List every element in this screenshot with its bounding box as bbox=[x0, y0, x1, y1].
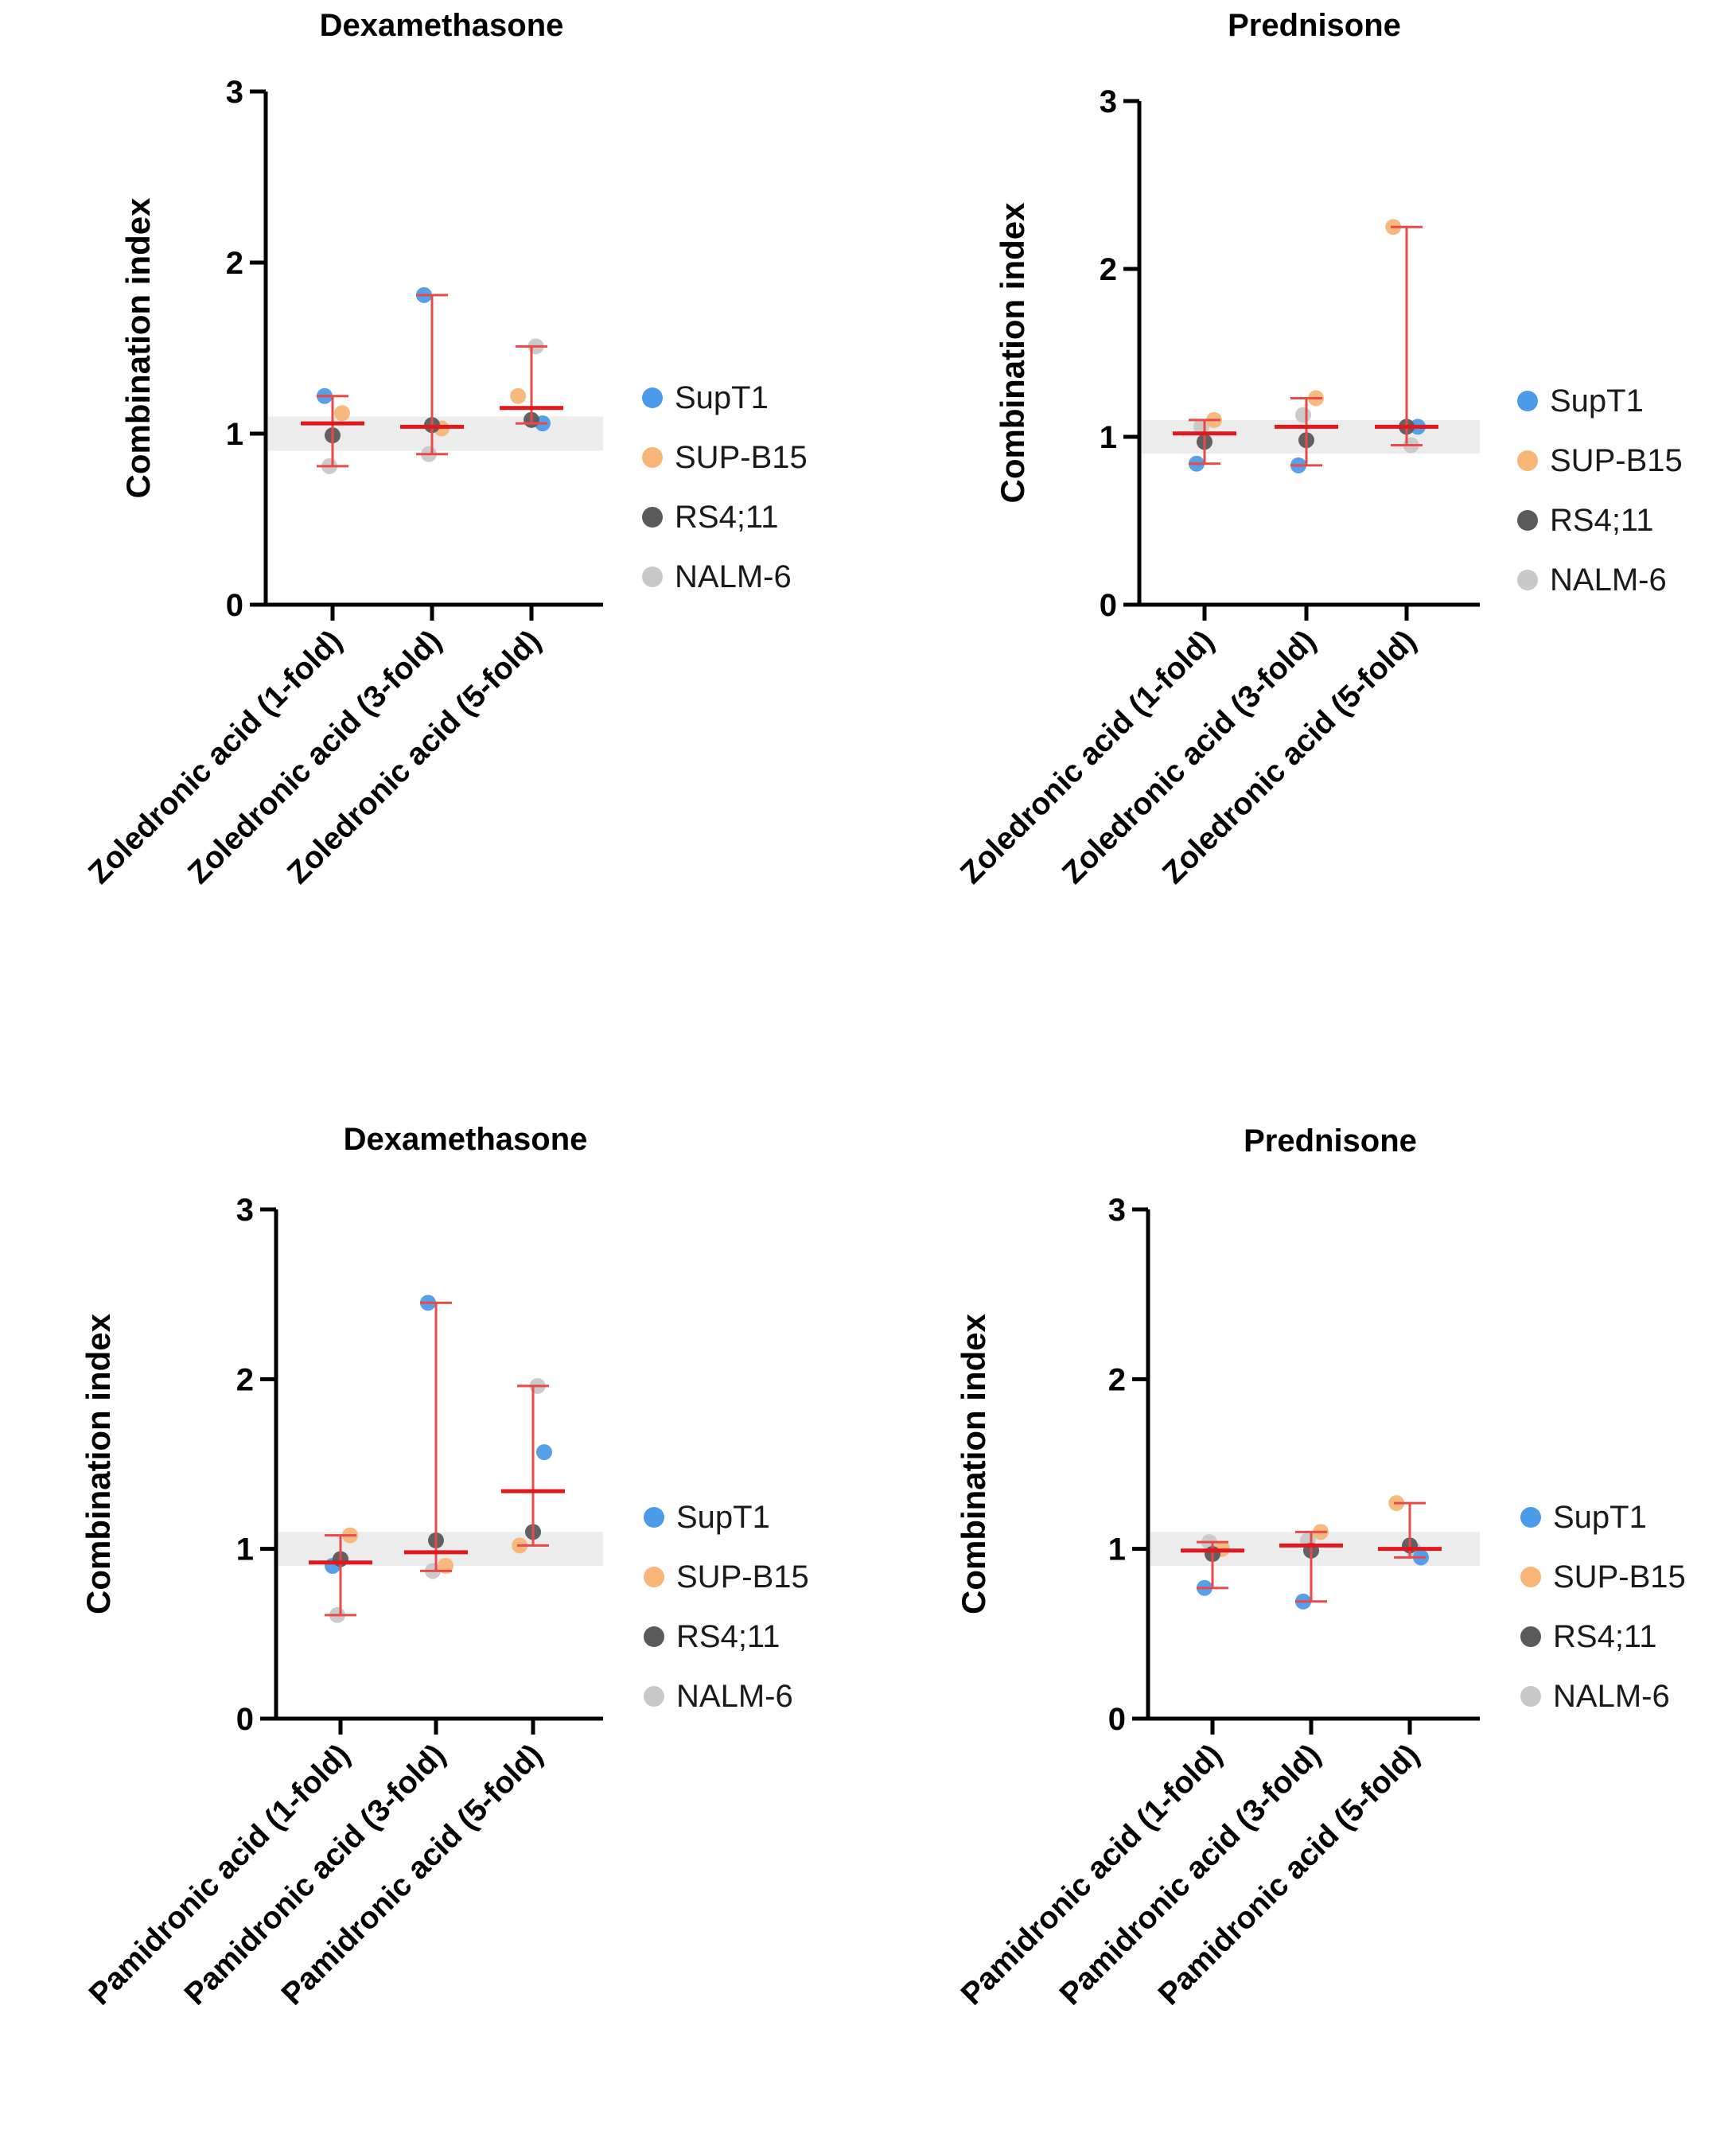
y-tick-label: 2 bbox=[1100, 252, 1117, 287]
legend: SupT1 SUP-B15 RS4;11 NALM-6 bbox=[1517, 384, 1683, 598]
y-tick-label: 0 bbox=[226, 588, 243, 623]
legend-marker bbox=[1517, 510, 1538, 531]
legend-label: SUP-B15 bbox=[675, 440, 808, 475]
y-axis-label: Combination index bbox=[994, 202, 1031, 504]
y-tick-label: 2 bbox=[1108, 1362, 1126, 1397]
y-tick-label: 2 bbox=[226, 246, 243, 281]
legend-marker bbox=[1520, 1686, 1541, 1707]
legend-marker bbox=[1520, 1507, 1541, 1528]
legend: SupT1 SUP-B15 RS4;11 NALM-6 bbox=[642, 380, 808, 594]
y-tick-label: 1 bbox=[1100, 420, 1117, 455]
y-tick-label: 3 bbox=[1100, 84, 1117, 119]
legend-marker bbox=[1520, 1567, 1541, 1587]
y-axis-label: Combination index bbox=[955, 1313, 992, 1614]
legend-label: SupT1 bbox=[675, 380, 769, 415]
legend-marker bbox=[1520, 1626, 1541, 1647]
y-tick-label: 1 bbox=[226, 417, 243, 452]
chart-title: Prednisone bbox=[1228, 8, 1401, 43]
legend-label: RS4;11 bbox=[1550, 503, 1653, 538]
legend-marker bbox=[1517, 391, 1538, 411]
legend-label: SupT1 bbox=[676, 1500, 770, 1535]
y-tick-label: 0 bbox=[1100, 588, 1117, 623]
chart-title: Dexamethasone bbox=[344, 1122, 588, 1157]
legend-marker bbox=[1517, 450, 1538, 471]
y-tick-label: 1 bbox=[1108, 1532, 1126, 1567]
data-point-sup-b15 bbox=[510, 387, 527, 404]
y-axis-label: Combination index bbox=[80, 1313, 117, 1614]
data-point-supt1 bbox=[536, 1444, 552, 1461]
legend-marker bbox=[642, 447, 663, 468]
y-tick-label: 3 bbox=[1108, 1193, 1126, 1228]
legend-marker bbox=[1517, 570, 1538, 590]
legend-marker bbox=[642, 507, 663, 528]
legend-label: RS4;11 bbox=[675, 500, 778, 535]
legend-marker bbox=[644, 1626, 664, 1647]
y-tick-label: 1 bbox=[236, 1532, 254, 1567]
legend-marker bbox=[644, 1686, 664, 1707]
legend-label: NALM-6 bbox=[1550, 563, 1667, 598]
y-tick-label: 3 bbox=[236, 1193, 254, 1228]
legend-label: NALM-6 bbox=[1553, 1679, 1670, 1714]
chart-title: Dexamethasone bbox=[320, 8, 564, 43]
legend: SupT1 SUP-B15 RS4;11 NALM-6 bbox=[644, 1500, 809, 1714]
chart-title: Prednisone bbox=[1244, 1123, 1417, 1158]
legend-label: SUP-B15 bbox=[676, 1560, 809, 1595]
data-point-sup-b15 bbox=[334, 405, 350, 422]
y-tick-label: 0 bbox=[236, 1702, 254, 1737]
legend-marker bbox=[642, 387, 663, 408]
legend-marker bbox=[644, 1567, 664, 1587]
legend-label: NALM-6 bbox=[676, 1679, 793, 1714]
legend: SupT1 SUP-B15 RS4;11 NALM-6 bbox=[1520, 1500, 1686, 1714]
y-tick-label: 0 bbox=[1108, 1702, 1126, 1737]
legend-label: NALM-6 bbox=[675, 559, 792, 594]
legend-marker bbox=[644, 1507, 664, 1528]
data-point-nalm-6 bbox=[1295, 407, 1311, 423]
legend-label: SUP-B15 bbox=[1553, 1560, 1686, 1595]
legend-label: RS4;11 bbox=[676, 1619, 780, 1654]
y-tick-label: 2 bbox=[236, 1362, 254, 1397]
legend-marker bbox=[642, 567, 663, 587]
legend-label: SUP-B15 bbox=[1550, 443, 1683, 478]
legend-label: RS4;11 bbox=[1553, 1619, 1656, 1654]
y-axis-label: Combination index bbox=[119, 197, 157, 499]
legend-label: SupT1 bbox=[1550, 384, 1644, 419]
y-tick-label: 3 bbox=[226, 75, 243, 110]
legend-label: SupT1 bbox=[1553, 1500, 1647, 1535]
